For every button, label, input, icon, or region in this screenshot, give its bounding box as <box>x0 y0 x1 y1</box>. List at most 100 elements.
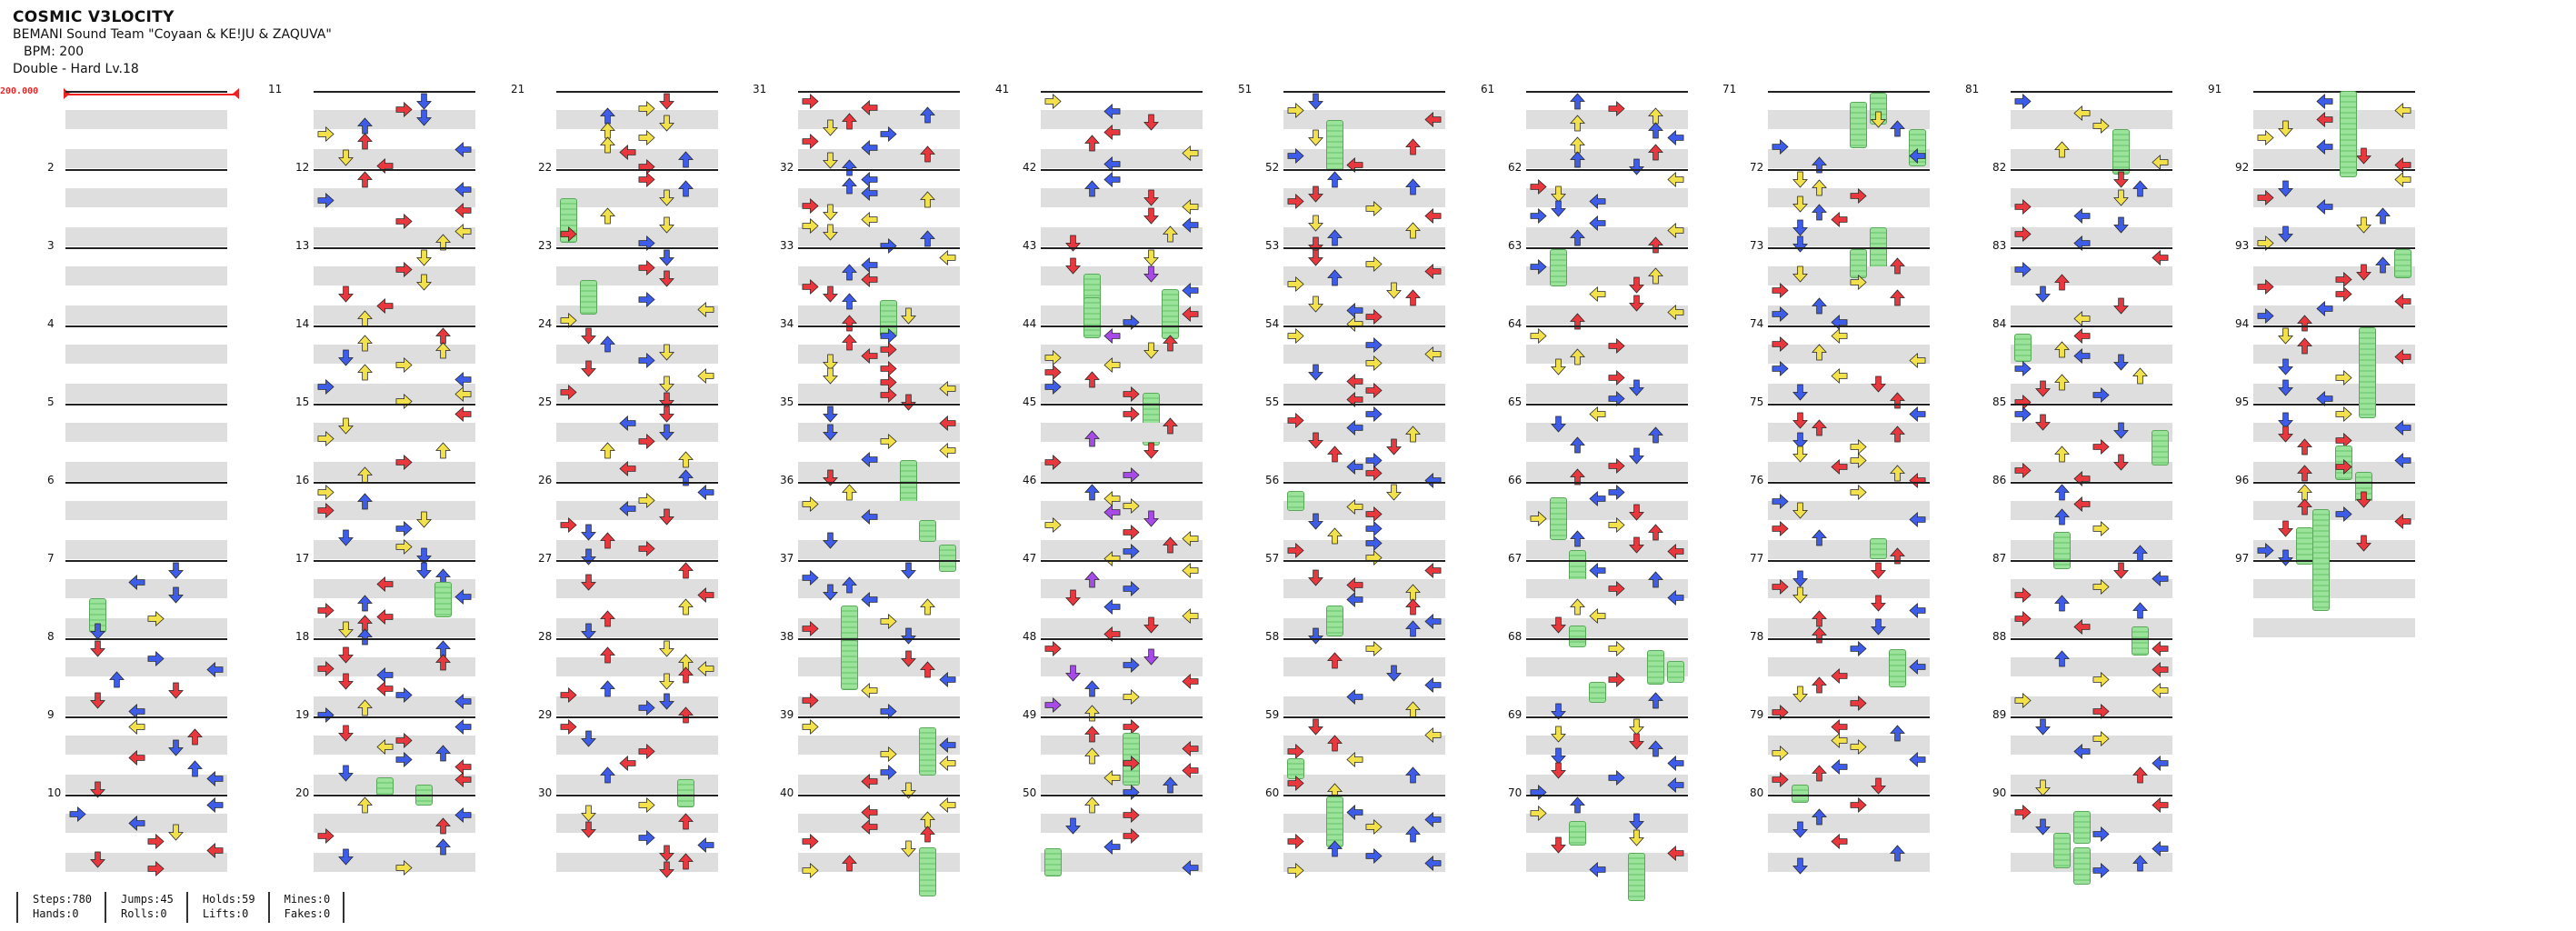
measure-line <box>798 716 960 718</box>
arrow-note-icon <box>1889 120 1906 137</box>
arrow-note-icon <box>1588 285 1606 303</box>
measure: 30 <box>538 786 718 873</box>
arrow-note-icon <box>1550 762 1567 779</box>
arrow-note-icon <box>1162 225 1179 243</box>
measure-line <box>1768 795 1930 796</box>
arrow-note-icon <box>696 484 714 501</box>
arrow-note-icon <box>1044 349 1062 366</box>
beat-stripe <box>556 736 718 755</box>
measure-number: 88 <box>1992 630 2007 643</box>
arrow-note-icon <box>638 699 655 716</box>
measure-number: 46 <box>1023 474 1037 486</box>
beat-stripe <box>1041 579 1203 598</box>
measure-number: 34 <box>780 317 794 330</box>
measure-number: 74 <box>1750 317 1764 330</box>
beat-stripe <box>1041 618 1203 637</box>
arrow-note-icon <box>1908 472 1926 489</box>
hold-note <box>919 727 936 776</box>
arrow-note-icon <box>1850 640 1867 657</box>
arrow-note-icon <box>822 285 839 303</box>
arrow-note-icon <box>860 347 878 365</box>
arrow-note-icon <box>1666 845 1684 862</box>
hold-note <box>1549 249 1567 286</box>
measure: 69 <box>1508 708 1688 795</box>
arrow-note-icon <box>1345 498 1363 516</box>
arrow-note-icon <box>1181 859 1199 876</box>
arrow-note-icon <box>2014 692 2032 709</box>
arrow-note-icon <box>2277 379 2294 396</box>
measure-number: 60 <box>1265 786 1280 799</box>
arrow-note-icon <box>1850 187 1867 205</box>
measure-number: 97 <box>2235 552 2250 565</box>
measure-number: 38 <box>780 630 794 643</box>
beat-stripe <box>1526 696 1688 716</box>
measure-line <box>1768 638 1930 640</box>
arrow-note-icon <box>1772 335 1789 353</box>
arrow-note-icon <box>1772 282 1789 299</box>
arrow-note-icon <box>337 349 354 366</box>
arrow-note-icon <box>1550 185 1567 203</box>
arrow-note-icon <box>1608 457 1625 475</box>
beat-stripe <box>798 814 960 833</box>
beat-stripe <box>2253 618 2415 637</box>
measure-number: 7 <box>47 552 55 565</box>
beat-stripe <box>1283 853 1445 872</box>
arrow-note-icon <box>1423 111 1442 128</box>
arrow-note-icon <box>1423 726 1442 744</box>
beat-stripe <box>2011 540 2172 559</box>
arrow-note-icon <box>1385 282 1403 299</box>
arrow-note-icon <box>337 529 354 546</box>
measure: 9 <box>47 708 227 795</box>
arrow-note-icon <box>1307 432 1324 449</box>
measure-line <box>2011 325 2172 327</box>
arrow-note-icon <box>696 301 714 318</box>
beat-stripe <box>1283 423 1445 442</box>
measure-number: 52 <box>1265 161 1280 174</box>
arrow-note-icon <box>1850 484 1867 501</box>
hold-note <box>1869 538 1887 559</box>
measure-line <box>1041 560 1203 562</box>
arrow-note-icon <box>395 261 413 278</box>
beat-stripe <box>556 188 718 207</box>
arrow-note-icon <box>1326 171 1343 188</box>
arrow-note-icon <box>841 484 858 501</box>
arrow-note-icon <box>638 129 655 146</box>
arrow-note-icon <box>560 718 577 736</box>
arrow-note-icon <box>1608 484 1625 501</box>
beat-stripe <box>798 775 960 794</box>
arrow-note-icon <box>860 818 878 836</box>
arrow-note-icon <box>638 540 655 557</box>
arrow-note-icon <box>1307 215 1324 232</box>
arrow-note-icon <box>1103 356 1121 374</box>
arrow-note-icon <box>658 216 675 234</box>
measure-number: 4 <box>47 317 55 330</box>
arrow-note-icon <box>1811 626 1828 644</box>
hold-note <box>1588 681 1606 703</box>
arrow-note-icon <box>822 584 839 601</box>
beat-stripe <box>65 188 227 207</box>
beat-stripe <box>1768 618 1930 637</box>
arrow-note-icon <box>2355 491 2372 508</box>
arrow-note-icon <box>1647 236 1664 254</box>
beat-stripe <box>2011 775 2172 794</box>
measure-number: 81 <box>1965 83 1980 95</box>
beat-stripe <box>1041 775 1203 794</box>
arrow-note-icon <box>317 660 334 677</box>
beat-stripe <box>798 618 960 637</box>
arrow-note-icon <box>1588 607 1606 625</box>
measure-number: 65 <box>1508 395 1523 408</box>
arrow-note-icon <box>1044 454 1062 471</box>
measure: 93 <box>2235 239 2415 325</box>
measure: 88 <box>1992 630 2172 716</box>
beat-stripe <box>556 814 718 833</box>
arrow-note-icon <box>1307 513 1324 530</box>
arrow-note-icon <box>1365 818 1383 836</box>
arrow-note-icon <box>356 628 374 646</box>
measure: 45 <box>1023 395 1203 482</box>
arrow-note-icon <box>2092 578 2110 596</box>
arrow-note-icon <box>2277 120 2294 137</box>
stat-group-mines: Mines:0 Fakes:0 <box>267 892 344 923</box>
beat-stripe <box>65 305 227 325</box>
arrow-note-icon <box>434 442 452 459</box>
arrow-note-icon <box>1064 257 1082 275</box>
